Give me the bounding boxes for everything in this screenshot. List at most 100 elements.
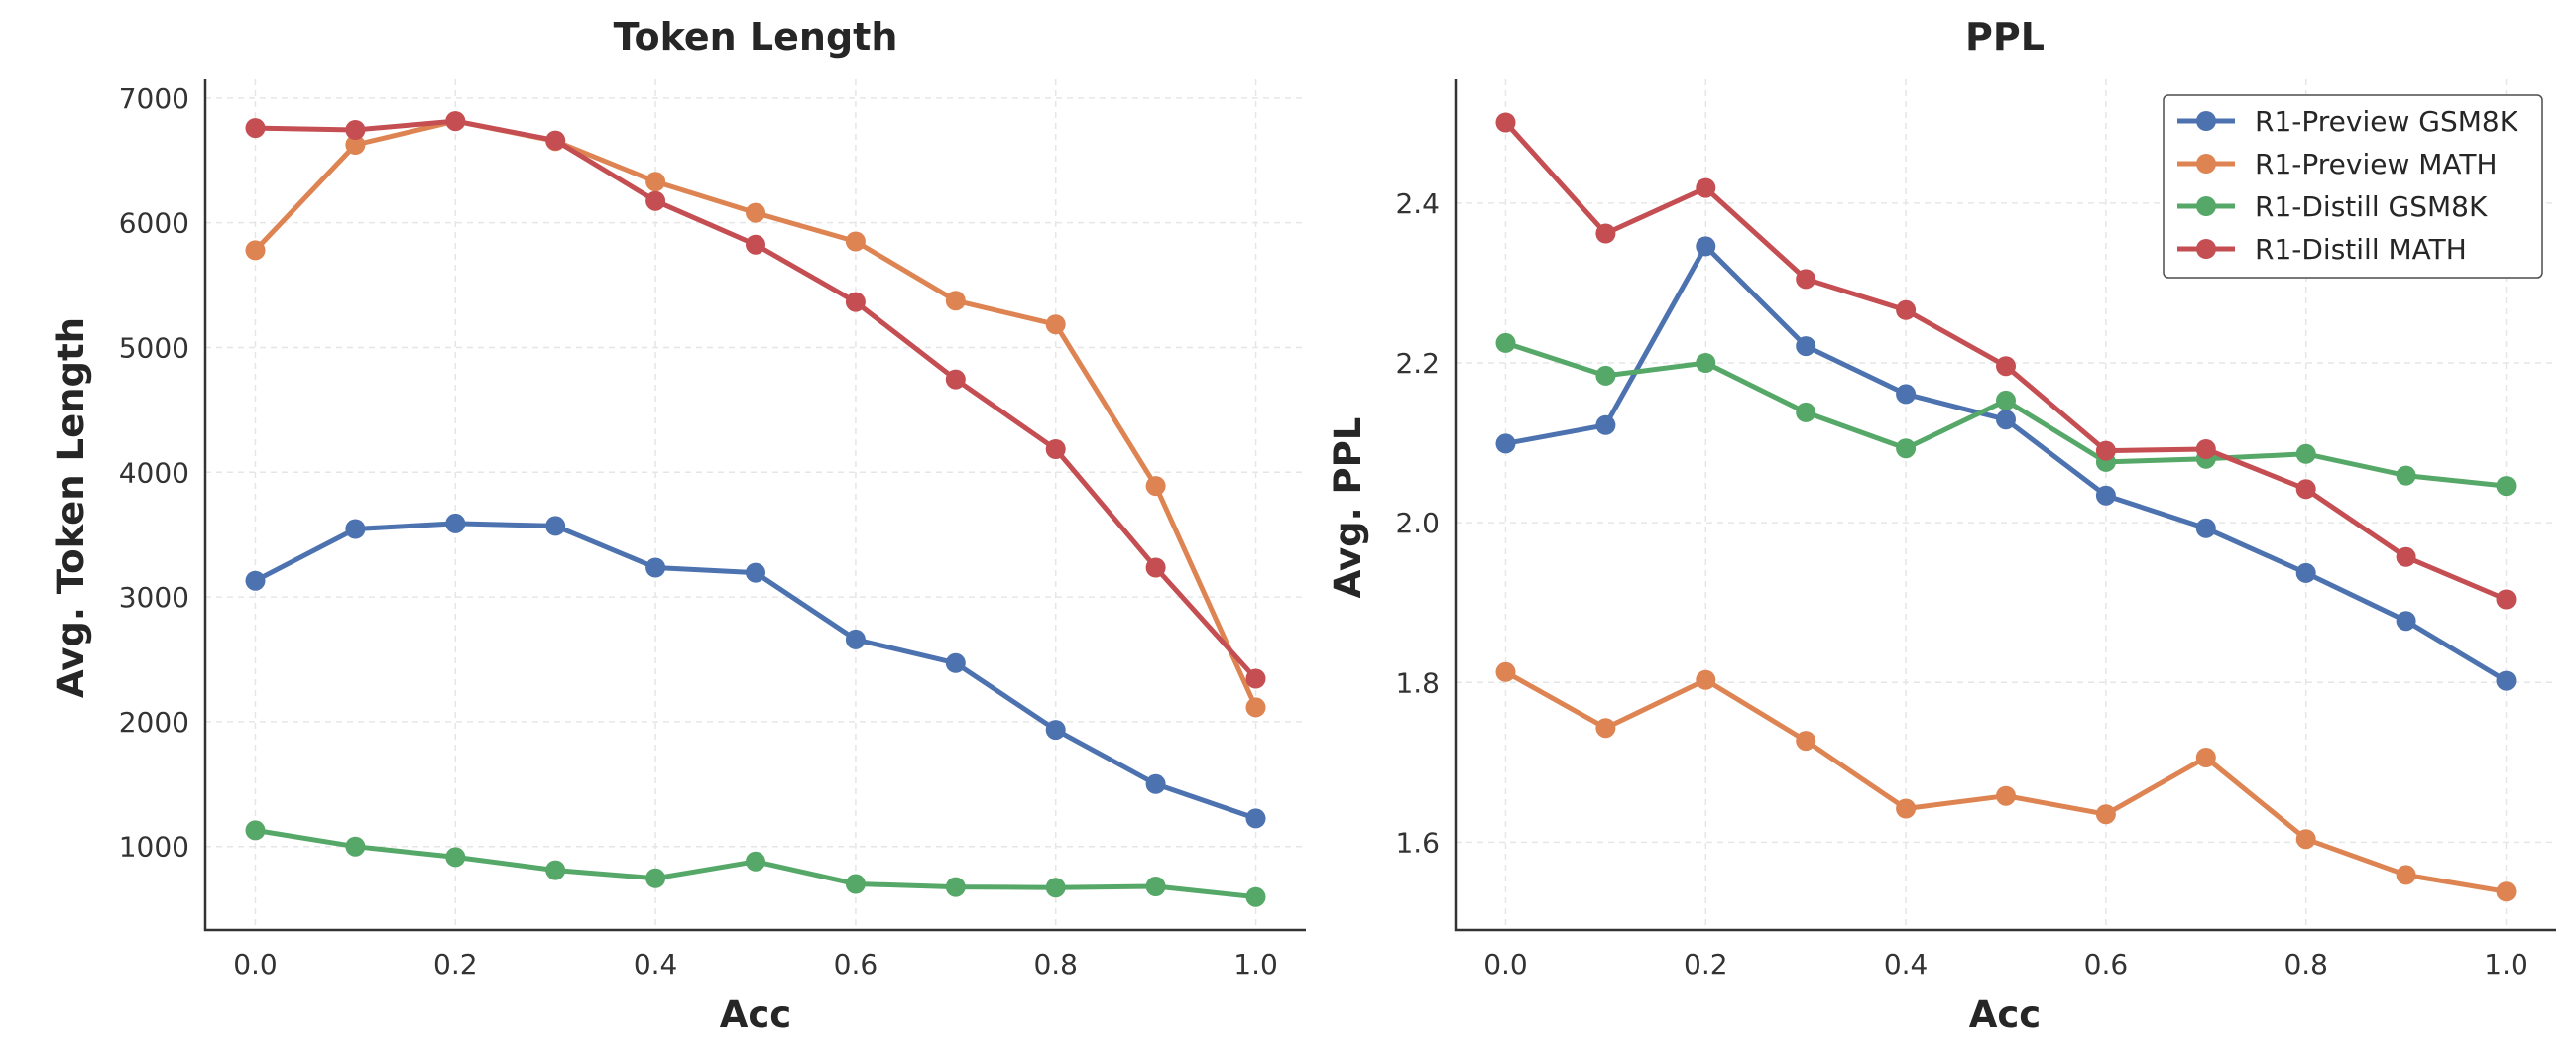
y-tick-label: 2.2 <box>1395 347 1440 380</box>
y-tick-label: 2.4 <box>1395 187 1440 220</box>
data-point <box>2295 562 2316 583</box>
y-tick-label: 1000 <box>119 831 189 864</box>
x-tick-label: 0.0 <box>1483 948 1528 981</box>
data-point <box>2496 476 2517 497</box>
data-point <box>1145 557 1166 578</box>
data-point <box>2295 829 2316 850</box>
data-point <box>2295 479 2316 500</box>
series-r1-preview-math <box>1495 661 2517 902</box>
data-point <box>1696 236 1716 257</box>
data-point <box>1796 731 1816 752</box>
data-point <box>1696 353 1716 373</box>
data-point <box>1796 402 1816 422</box>
data-point <box>445 513 466 533</box>
data-point <box>345 519 366 539</box>
data-point <box>1145 773 1166 794</box>
series-r1-preview-math <box>245 111 1266 718</box>
data-point <box>1595 414 1616 435</box>
data-point <box>1595 223 1616 244</box>
legend-label: R1-Distill GSM8K <box>2255 190 2488 223</box>
data-point <box>845 629 866 649</box>
y-tick-label: 6000 <box>119 207 189 240</box>
data-point <box>1996 410 2016 430</box>
series-r1-distill-math <box>1495 112 2517 610</box>
data-point <box>2195 439 2216 459</box>
x-tick-label: 0.4 <box>1884 948 1929 981</box>
data-point <box>845 292 866 312</box>
data-point <box>1996 390 2016 410</box>
data-point <box>645 557 666 578</box>
data-point <box>1495 661 1516 682</box>
y-tick-label: 3000 <box>119 581 189 614</box>
y-tick-label: 1.8 <box>1395 666 1440 699</box>
data-point <box>1595 718 1616 739</box>
x-axis-label: Acc <box>1969 994 2042 1036</box>
data-point <box>2095 440 2116 461</box>
data-point <box>1896 299 1917 320</box>
data-point <box>1696 177 1716 198</box>
legend-swatch-marker <box>2196 239 2216 259</box>
data-point <box>345 120 366 140</box>
y-tick-label: 5000 <box>119 331 189 364</box>
data-point <box>1045 439 1066 459</box>
legend-label: R1-Preview MATH <box>2255 148 2498 180</box>
grid <box>205 79 1306 930</box>
y-tick-label: 1.6 <box>1395 826 1440 859</box>
data-point <box>2195 748 2216 767</box>
data-point <box>2295 443 2316 464</box>
data-point <box>1245 697 1266 718</box>
data-point <box>445 111 466 132</box>
data-point <box>945 369 966 390</box>
data-point <box>1495 332 1516 353</box>
y-tick-label: 2000 <box>119 706 189 739</box>
data-point <box>746 202 765 223</box>
data-point <box>1796 269 1816 290</box>
data-point <box>2396 865 2416 885</box>
data-point <box>245 240 266 261</box>
data-point <box>1495 433 1516 454</box>
x-axis-label: Acc <box>720 994 792 1036</box>
x-tick-label: 0.0 <box>233 948 278 981</box>
data-point <box>1245 886 1266 907</box>
data-point <box>1245 668 1266 689</box>
data-point <box>245 118 266 139</box>
data-point <box>1696 669 1716 690</box>
data-point <box>545 860 566 880</box>
x-tick-label: 0.8 <box>1033 948 1078 981</box>
data-point <box>1796 336 1816 357</box>
data-point <box>645 190 666 211</box>
data-point <box>1896 798 1917 819</box>
y-axis-label: Avg. Token Length <box>50 317 92 698</box>
data-point <box>1145 476 1166 497</box>
data-point <box>1996 785 2016 806</box>
x-tick-label: 0.8 <box>2283 948 2328 981</box>
x-tick-label: 0.6 <box>2084 948 2129 981</box>
axes-spine <box>1454 79 2556 932</box>
data-point <box>245 570 266 591</box>
series-r1-distill-gsm8k <box>245 820 1266 907</box>
axes-spine <box>203 79 1306 932</box>
x-tick-label: 0.4 <box>634 948 678 981</box>
y-axis-label: Avg. PPL <box>1327 417 1369 599</box>
data-point <box>845 874 866 894</box>
data-point <box>345 836 366 857</box>
data-point <box>1996 356 2016 377</box>
data-point <box>1896 384 1917 405</box>
data-point <box>945 291 966 311</box>
data-point <box>2396 465 2416 486</box>
data-point <box>1896 438 1917 459</box>
data-point <box>945 652 966 673</box>
data-point <box>245 820 266 841</box>
token-length-chart: Token Length Acc Avg. Token Length 0.0 0.… <box>50 15 1306 1036</box>
data-point <box>1045 314 1066 335</box>
y-tick-label: 7000 <box>119 82 189 115</box>
data-point <box>645 172 666 192</box>
ppl-chart: PPL Acc Avg. PPL 0.0 0.2 0.4 0.6 0.8 1.0 1.6 1.… <box>1327 15 2556 1036</box>
x-tick-label: 0.6 <box>834 948 878 981</box>
x-tick-label: 0.2 <box>433 948 478 981</box>
data-point <box>645 868 666 888</box>
data-point <box>545 130 566 151</box>
data-point <box>445 847 466 868</box>
series-r1-distill-math <box>245 111 1266 689</box>
data-point <box>1045 720 1066 741</box>
